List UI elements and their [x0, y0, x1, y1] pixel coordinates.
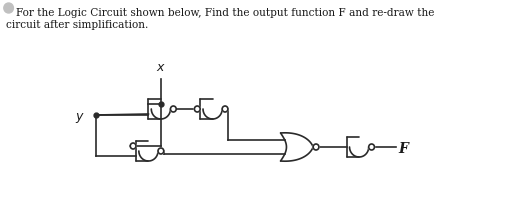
Text: circuit after simplification.: circuit after simplification.	[6, 20, 148, 30]
Circle shape	[313, 144, 319, 150]
Circle shape	[171, 106, 176, 113]
Circle shape	[194, 106, 200, 113]
Text: F: F	[399, 141, 408, 155]
Circle shape	[130, 143, 136, 149]
Text: y: y	[75, 109, 82, 122]
Text: x: x	[156, 61, 164, 74]
Circle shape	[369, 144, 374, 150]
Circle shape	[4, 4, 13, 14]
Circle shape	[222, 106, 228, 113]
Text: For the Logic Circuit shown below, Find the output function F and re-draw the: For the Logic Circuit shown below, Find …	[16, 8, 435, 18]
Circle shape	[158, 148, 164, 154]
